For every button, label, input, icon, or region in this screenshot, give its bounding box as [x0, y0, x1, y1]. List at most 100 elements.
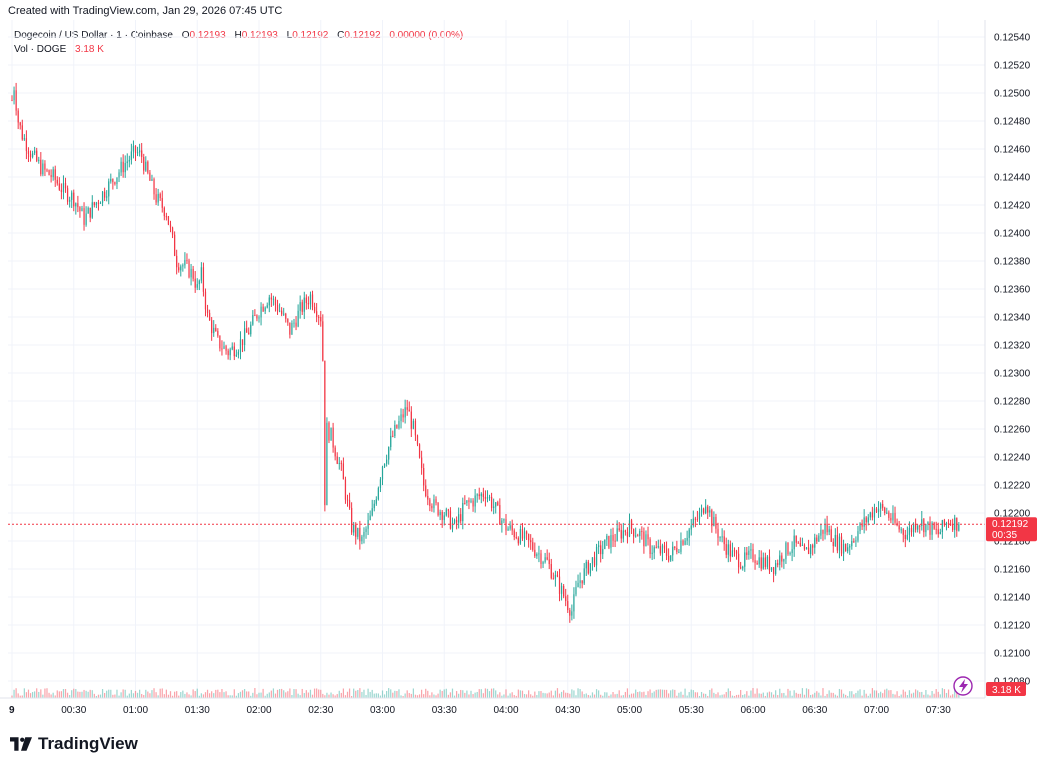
candle-body [128, 159, 130, 162]
candle-body [670, 555, 672, 561]
volume-bar [888, 690, 890, 698]
y-tick-label: 0.12380 [994, 257, 1031, 268]
volume-bar [890, 690, 892, 698]
volume-bar [130, 689, 133, 698]
candle-body [307, 303, 310, 305]
candle-body [945, 522, 948, 526]
volume-bar [653, 691, 655, 698]
candle-body [145, 161, 147, 171]
volume-bar [420, 689, 423, 698]
candle-body [254, 315, 256, 317]
candle-body [15, 90, 17, 111]
volume-bar [499, 692, 501, 698]
volume-bar [383, 694, 386, 698]
x-tick-label: 01:00 [123, 705, 148, 716]
candle-body [270, 297, 272, 300]
volume-bar [311, 694, 314, 698]
candle-body [303, 297, 305, 312]
candle-body [31, 153, 34, 158]
candle-body [472, 500, 474, 507]
candle-body [536, 554, 538, 557]
candle-body [663, 545, 666, 549]
volume-bar [104, 693, 106, 698]
volume-bar [752, 688, 754, 698]
candle-body [151, 179, 153, 181]
candle-body [27, 150, 30, 154]
candle-body [838, 536, 841, 551]
x-tick-label: 02:30 [308, 705, 333, 716]
candle-body [523, 531, 526, 539]
volume-bar [120, 692, 122, 698]
x-tick-label: 9 [9, 705, 15, 716]
candle-body [517, 538, 519, 544]
tradingview-logo[interactable]: TradingView [10, 734, 138, 754]
candle-body [404, 407, 406, 418]
candle-body [505, 519, 507, 531]
candle-body [563, 585, 565, 597]
volume-bar [211, 691, 213, 698]
volume-bar [507, 695, 509, 698]
volume-bar [36, 688, 38, 698]
high-label: H [234, 30, 242, 41]
open-value: 0.12193 [189, 30, 226, 41]
candle-body [458, 514, 460, 523]
volume-bar [192, 689, 194, 698]
volume-bar [670, 690, 672, 698]
candle-body [869, 512, 871, 518]
volume-bar [322, 693, 324, 698]
candle-body [153, 179, 155, 195]
volume-bar [857, 690, 859, 698]
y-tick-label: 0.12180 [994, 537, 1031, 548]
candle-body [746, 552, 748, 556]
volume-bar [908, 690, 911, 698]
volume-bar [40, 689, 42, 698]
candle-body [589, 563, 592, 574]
candle-body [108, 181, 110, 197]
volume-label[interactable]: Vol · DOGE [14, 44, 67, 55]
candle-body [785, 542, 787, 560]
volume-bar [554, 690, 557, 698]
volume-bar [845, 694, 847, 698]
candle-body [383, 463, 386, 467]
candle-body [311, 294, 314, 308]
candle-body [464, 502, 466, 504]
volume-bar [501, 695, 503, 698]
volume-bar [906, 695, 908, 698]
volume-bar [351, 695, 353, 698]
volume-bar [262, 688, 264, 698]
candle-body [437, 502, 439, 516]
volume-bars [11, 688, 960, 698]
volume-row: Vol · DOGE 3.18 K [14, 43, 463, 57]
volume-bar [330, 692, 332, 698]
candle-body [95, 202, 98, 206]
symbol-label[interactable]: Dogecoin / US Dollar · 1 · Coinbase [14, 30, 173, 41]
volume-bar [71, 690, 73, 698]
candle-body [579, 580, 581, 583]
volume-bar [50, 694, 52, 698]
candle-body [828, 529, 830, 533]
candle-body [894, 513, 896, 523]
candle-body [262, 306, 264, 312]
volume-bar [299, 695, 301, 698]
candle-body [60, 189, 63, 193]
volume-bar [781, 693, 783, 698]
candle-body [398, 421, 400, 428]
volume-bar [126, 695, 128, 698]
volume-bar [433, 694, 435, 698]
volume-bar [943, 689, 946, 698]
volume-bar [602, 695, 604, 698]
candle-body [40, 159, 42, 175]
candle-body [556, 574, 559, 577]
candle-body [478, 494, 480, 497]
volume-bar [260, 692, 262, 698]
y-tick-label: 0.12220 [994, 481, 1031, 492]
lightning-icon[interactable] [953, 676, 973, 696]
candle-body [29, 153, 32, 158]
volume-bar [227, 695, 229, 698]
volume-bar [108, 689, 110, 698]
volume-bar [13, 689, 15, 698]
y-tick-label: 0.12440 [994, 173, 1031, 184]
candle-body [902, 529, 904, 535]
candle-body [684, 540, 686, 545]
